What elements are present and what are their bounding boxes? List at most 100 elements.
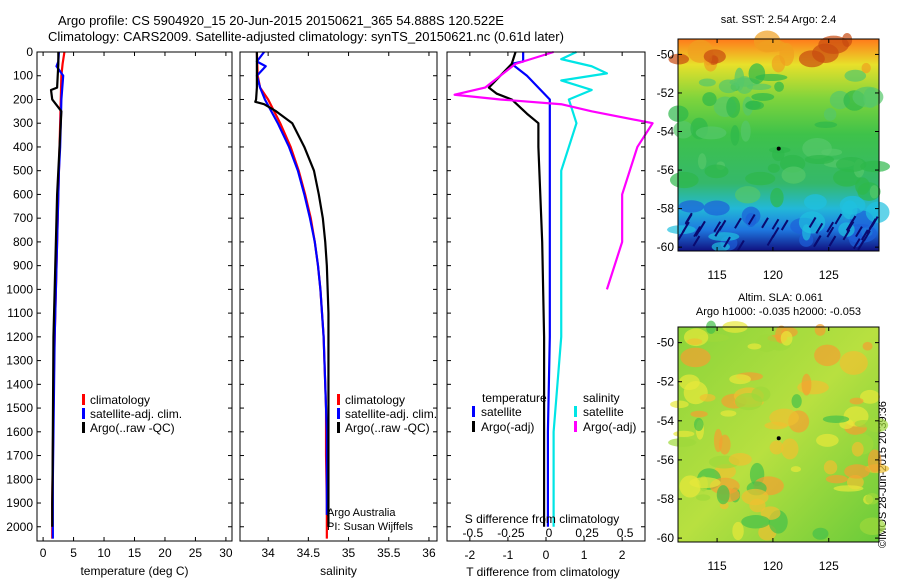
heatmap-streak (693, 226, 701, 238)
heatmap-cell (814, 344, 841, 367)
legend-swatch (574, 406, 577, 417)
x-axis-label-top: S difference from climatology (465, 512, 620, 526)
x-tick-label: 34.5 (297, 546, 321, 560)
y-tick-label: -50 (657, 336, 675, 350)
heatmap-cell (767, 163, 780, 173)
heatmap-cell (862, 341, 873, 351)
pi-annotation: Argo Australia (327, 507, 396, 519)
heatmap-cell (860, 160, 891, 173)
heatmap-streak (736, 239, 745, 252)
y-tick-label: 300 (13, 116, 33, 130)
heatmap-cell (678, 200, 705, 213)
heatmap-cell (734, 67, 745, 91)
y-tick-label: -58 (657, 492, 675, 506)
argo-position-marker (776, 146, 781, 151)
y-tick-label: 1000 (6, 282, 33, 296)
heatmap-cell (867, 449, 882, 473)
profile-panel-3: -2 -1 0 1 2 -0.5 -0.25 0 0.25 0.5S difference fro… (446, 50, 654, 579)
y-tick-label: -50 (657, 47, 675, 61)
heatmap-cell (697, 153, 707, 170)
heatmap-streak (860, 229, 869, 241)
heatmap-cell (673, 121, 694, 139)
heatmap-streak (718, 219, 727, 231)
y-tick-label: 400 (13, 140, 33, 154)
heatmap-cell (844, 464, 870, 479)
y-tick-label: -58 (657, 202, 675, 216)
legend-header-salinity: salinity (583, 391, 620, 405)
heatmap-cell (718, 79, 739, 94)
heatmap-cell (758, 39, 787, 52)
heatmap-cell (866, 417, 889, 433)
heatmap-cell (673, 430, 695, 437)
heatmap-cell (704, 164, 729, 179)
heatmap-streak (868, 218, 877, 230)
y-tick-label: 1200 (6, 330, 33, 344)
x-tick-label-top: 0.25 (575, 526, 599, 540)
heatmap-cell (859, 517, 886, 536)
legend-label: satellite-adj. clim. (345, 407, 437, 421)
heatmap-cell (770, 187, 784, 208)
figure-title-line2: Climatology: CARS2009. Satellite-adjuste… (48, 29, 564, 44)
heatmap-cell (869, 185, 879, 199)
series-line-2-1 (255, 51, 328, 539)
sst-map: 115 120 125 -50 -52 -54 -56 -58 -60 sat. SST: 2.5… (657, 14, 891, 282)
sla-map: 115 120 125 -50 -52 -54 -56 -58 -60 Altim. SLA: 0… (657, 292, 890, 573)
heatmap-cell (835, 156, 867, 173)
pi-annotation: PI: Susan Wijffels (327, 521, 413, 533)
x-tick-label: 120 (763, 268, 783, 282)
x-tick-label: 2 (619, 548, 626, 562)
map-frame (677, 326, 880, 543)
axes-frame (239, 51, 438, 542)
axes-frame (36, 51, 233, 542)
heatmap-cell (740, 120, 751, 142)
x-tick-label-top: -0.25 (497, 526, 525, 540)
axes-frame (446, 51, 646, 542)
heatmap-cell (751, 386, 771, 402)
heatmap-streak (780, 219, 789, 231)
x-tick-label: 35 (342, 546, 356, 560)
legend-swatch (337, 422, 340, 433)
x-tick-label: 36 (422, 546, 436, 560)
heatmap-cell (668, 438, 697, 447)
y-tick-label: 2000 (6, 520, 33, 534)
heatmap-cell (689, 477, 721, 489)
heatmap-cell (823, 460, 838, 475)
legend-label: satellite (481, 405, 522, 419)
y-tick-label: -54 (657, 414, 675, 428)
heatmap-cell (861, 62, 871, 74)
y-tick-label: -52 (657, 375, 675, 389)
map-title: Altim. SLA: 0.061 (738, 292, 823, 304)
x-axis-label: T difference from climatology (466, 565, 620, 579)
heatmap-cell (741, 488, 769, 506)
heatmap-cell (781, 166, 806, 184)
legend-swatch (337, 408, 340, 419)
heatmap-cell (760, 506, 781, 520)
heatmap-cell (865, 493, 879, 505)
figure-title-line1: Argo profile: CS 5904920_15 20-Jun-2015 … (58, 13, 504, 28)
x-tick-label: 0 (543, 548, 550, 562)
series-line-2-2 (255, 51, 328, 515)
heatmap-cell (747, 343, 762, 350)
map-title: sat. SST: 2.54 Argo: 2.4 (721, 14, 837, 26)
series-line-3-3 (552, 51, 609, 527)
heatmap-cell (798, 50, 825, 68)
legend-label: Argo(-adj) (583, 420, 636, 434)
heatmap-cell (734, 186, 761, 204)
y-tick-label: 1700 (6, 449, 33, 463)
heatmap-streak (826, 226, 835, 238)
y-tick-label: -52 (657, 86, 675, 100)
heatmap-cell (772, 147, 785, 162)
x-tick-label: -2 (465, 548, 476, 562)
heatmap-cell (729, 374, 751, 385)
heatmap-cell (814, 323, 826, 336)
heatmap-streak (723, 236, 731, 248)
heatmap-cell (822, 415, 850, 423)
y-tick-label: 0 (26, 45, 33, 59)
heatmap-cell (821, 148, 843, 156)
x-tick-label: 1 (581, 548, 588, 562)
heatmap-cell (781, 438, 799, 460)
legend-label: satellite (583, 405, 624, 419)
heatmap-cell (790, 466, 801, 473)
y-tick-label: 600 (13, 187, 33, 201)
heatmap-cell (687, 338, 703, 345)
